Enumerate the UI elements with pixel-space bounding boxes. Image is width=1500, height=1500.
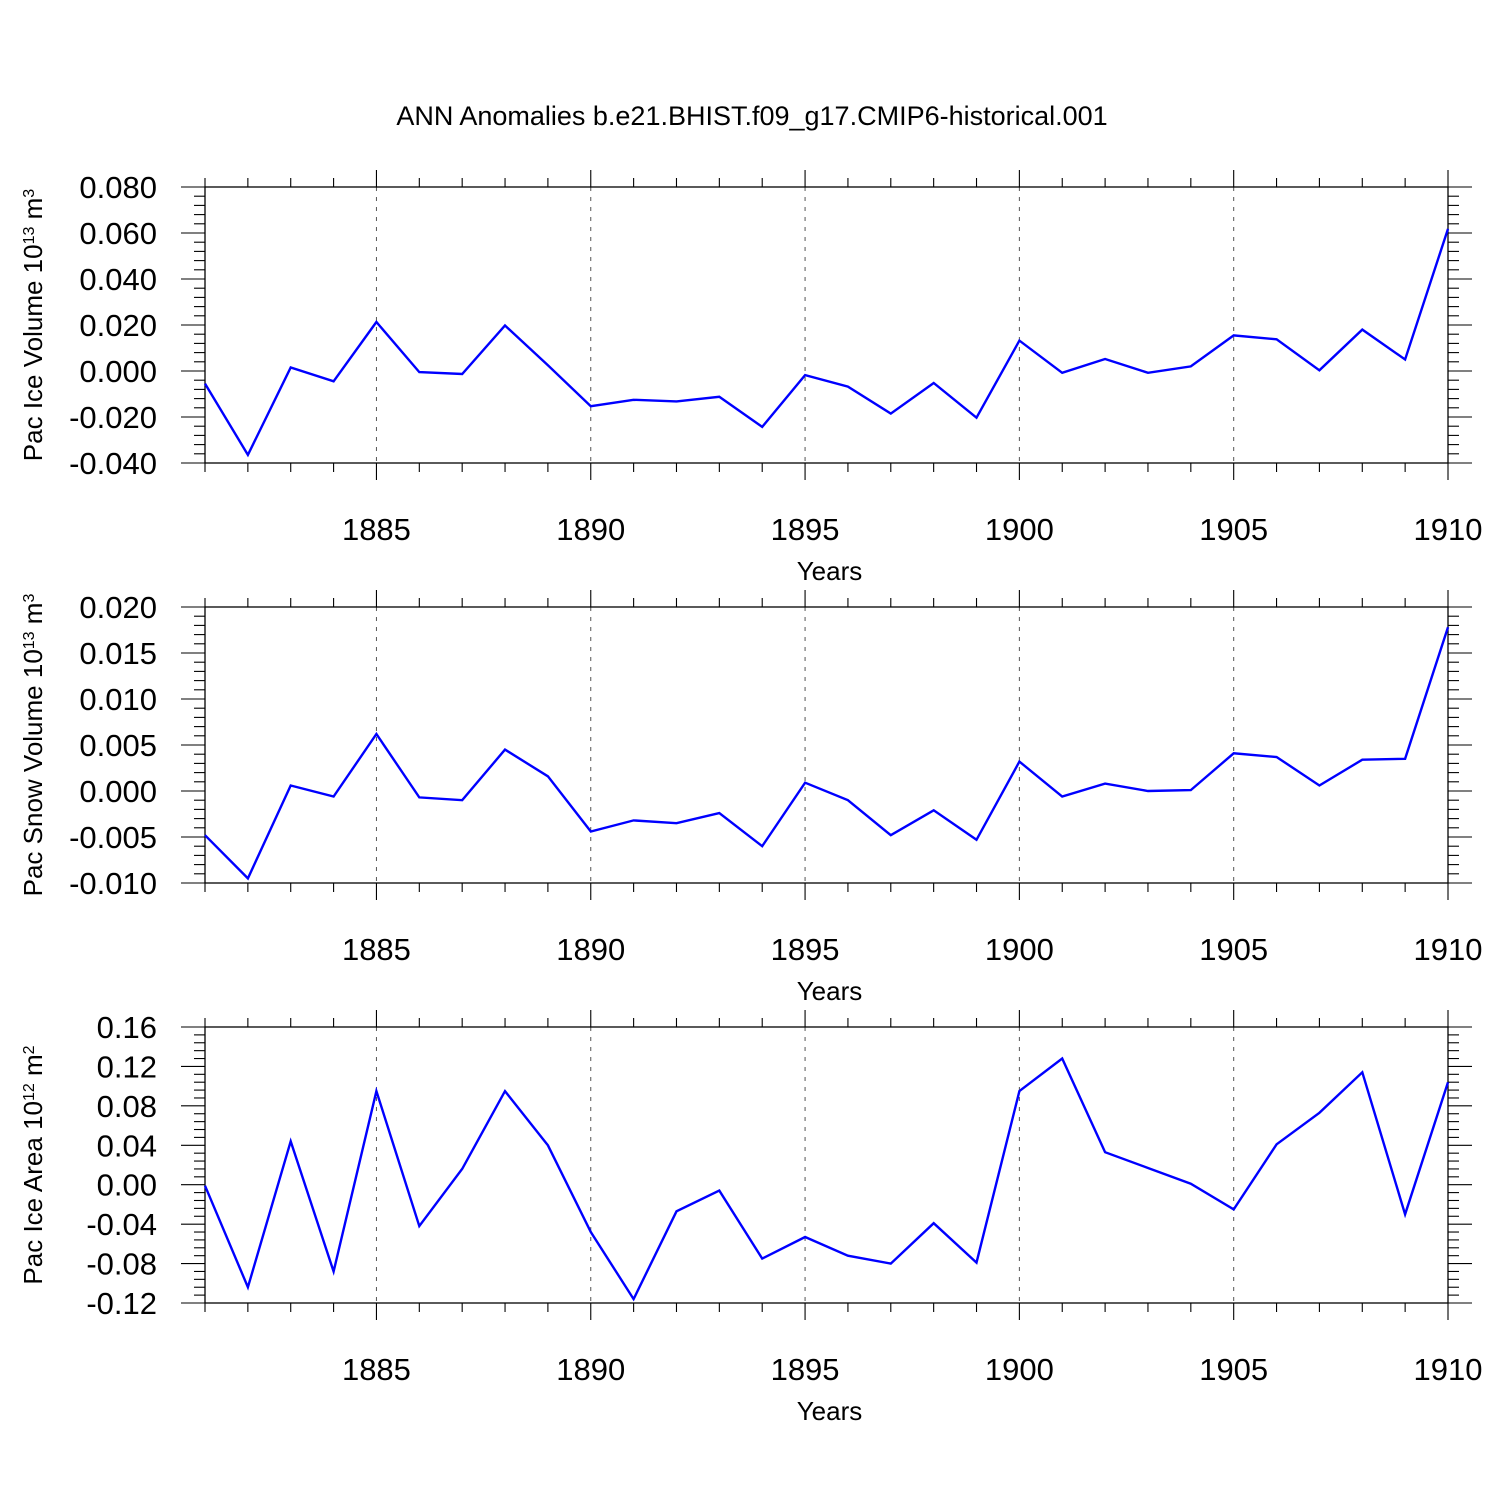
x-tick-label: 1895 xyxy=(771,932,840,967)
x-tick-label: 1905 xyxy=(1199,1352,1268,1387)
y-tick-label: -0.12 xyxy=(86,1286,157,1321)
y-tick-label: 0.04 xyxy=(97,1128,157,1163)
x-tick-label: 1890 xyxy=(556,1352,625,1387)
x-tick-label: 1885 xyxy=(342,1352,411,1387)
x-axis-title: Years xyxy=(797,976,863,1006)
y-tick-label: 0.16 xyxy=(97,1010,157,1045)
y-axis-title-part: Pac Ice Volume 10 xyxy=(18,244,48,461)
plot-frame xyxy=(204,606,1449,884)
x-tick-label: 1885 xyxy=(342,932,411,967)
y-axis-title: Pac Snow Volume 1013 m3 xyxy=(18,594,48,897)
plot-frame xyxy=(204,1026,1449,1304)
y-axis-title-part: m xyxy=(18,198,48,227)
y-axis-title-part: Pac Snow Volume 10 xyxy=(18,649,48,896)
x-tick-label: 1910 xyxy=(1414,512,1483,547)
y-tick-label: 0.040 xyxy=(79,262,157,297)
panel-1: -0.040 -0.020 0.000 0.020 0.040 0.060 0.080 188… xyxy=(18,170,1482,586)
y-tick-label: 0.015 xyxy=(79,636,157,671)
y-tick-label: 0.000 xyxy=(79,774,157,809)
y-axis-title: Pac Ice Area 1012 m2 xyxy=(18,1045,48,1284)
x-tick-label: 1895 xyxy=(771,1352,840,1387)
y-tick-label: 0.005 xyxy=(79,728,157,763)
x-tick-label: 1905 xyxy=(1199,512,1268,547)
x-axis-title: Years xyxy=(797,556,863,586)
y-tick-label: 0.060 xyxy=(79,216,157,251)
panels: -0.040 -0.020 0.000 0.020 0.040 0.060 0.080 188… xyxy=(18,170,1482,1426)
x-tick-label: 1890 xyxy=(556,512,625,547)
x-tick-label: 1885 xyxy=(342,512,411,547)
y-axis-title-part: Pac Ice Area 10 xyxy=(18,1101,48,1285)
y-tick-label: 0.12 xyxy=(97,1049,157,1084)
y-axis-title: Pac Ice Volume 1013 m3 xyxy=(18,189,48,462)
y-tick-label: 0.020 xyxy=(79,308,157,343)
x-axis-title: Years xyxy=(797,1396,863,1426)
x-tick-label: 1890 xyxy=(556,932,625,967)
y-axis-superscript: 13 xyxy=(21,631,38,649)
x-tick-label: 1910 xyxy=(1414,1352,1483,1387)
y-tick-label: 0.08 xyxy=(97,1089,157,1124)
x-tick-label: 1900 xyxy=(985,932,1054,967)
y-axis-title-part: m xyxy=(18,603,48,632)
series-line-1 xyxy=(204,626,1450,881)
x-tick-label: 1900 xyxy=(985,1352,1054,1387)
y-axis-superscript: 3 xyxy=(21,594,38,603)
plot-frame xyxy=(204,186,1449,464)
y-axis-superscript: 13 xyxy=(21,226,38,244)
panel-3: -0.12 -0.08 -0.04 0.00 0.04 0.08 0.12 0.16 1885 1… xyxy=(18,1010,1482,1426)
y-axis-title-part: m xyxy=(18,1054,48,1083)
y-axis-superscript: 3 xyxy=(21,189,38,198)
y-tick-label: -0.005 xyxy=(69,820,157,855)
y-tick-label: -0.08 xyxy=(86,1247,157,1282)
series-line-1 xyxy=(203,1056,1450,1302)
y-tick-label: -0.020 xyxy=(69,400,157,435)
series-line-1 xyxy=(203,228,1450,458)
y-tick-label: 0.020 xyxy=(79,590,157,625)
x-tick-label: 1910 xyxy=(1414,932,1483,967)
y-tick-label: -0.010 xyxy=(69,866,157,901)
y-tick-label: 0.00 xyxy=(97,1168,157,1203)
y-axis-superscript: 2 xyxy=(21,1045,38,1054)
y-tick-label: 0.010 xyxy=(79,682,157,717)
y-tick-label: 0.000 xyxy=(79,354,157,389)
figure-title: ANN Anomalies b.e21.BHIST.f09_g17.CMIP6-… xyxy=(396,101,1107,131)
x-tick-label: 1895 xyxy=(771,512,840,547)
panel-2: -0.010 -0.005 0.000 0.005 0.010 0.015 0.020 188… xyxy=(18,590,1482,1006)
y-tick-label: -0.040 xyxy=(69,446,157,481)
y-tick-label: 0.080 xyxy=(79,170,157,205)
y-axis-superscript: 12 xyxy=(21,1083,38,1101)
x-tick-label: 1905 xyxy=(1199,932,1268,967)
y-tick-label: -0.04 xyxy=(86,1207,157,1242)
x-tick-label: 1900 xyxy=(985,512,1054,547)
